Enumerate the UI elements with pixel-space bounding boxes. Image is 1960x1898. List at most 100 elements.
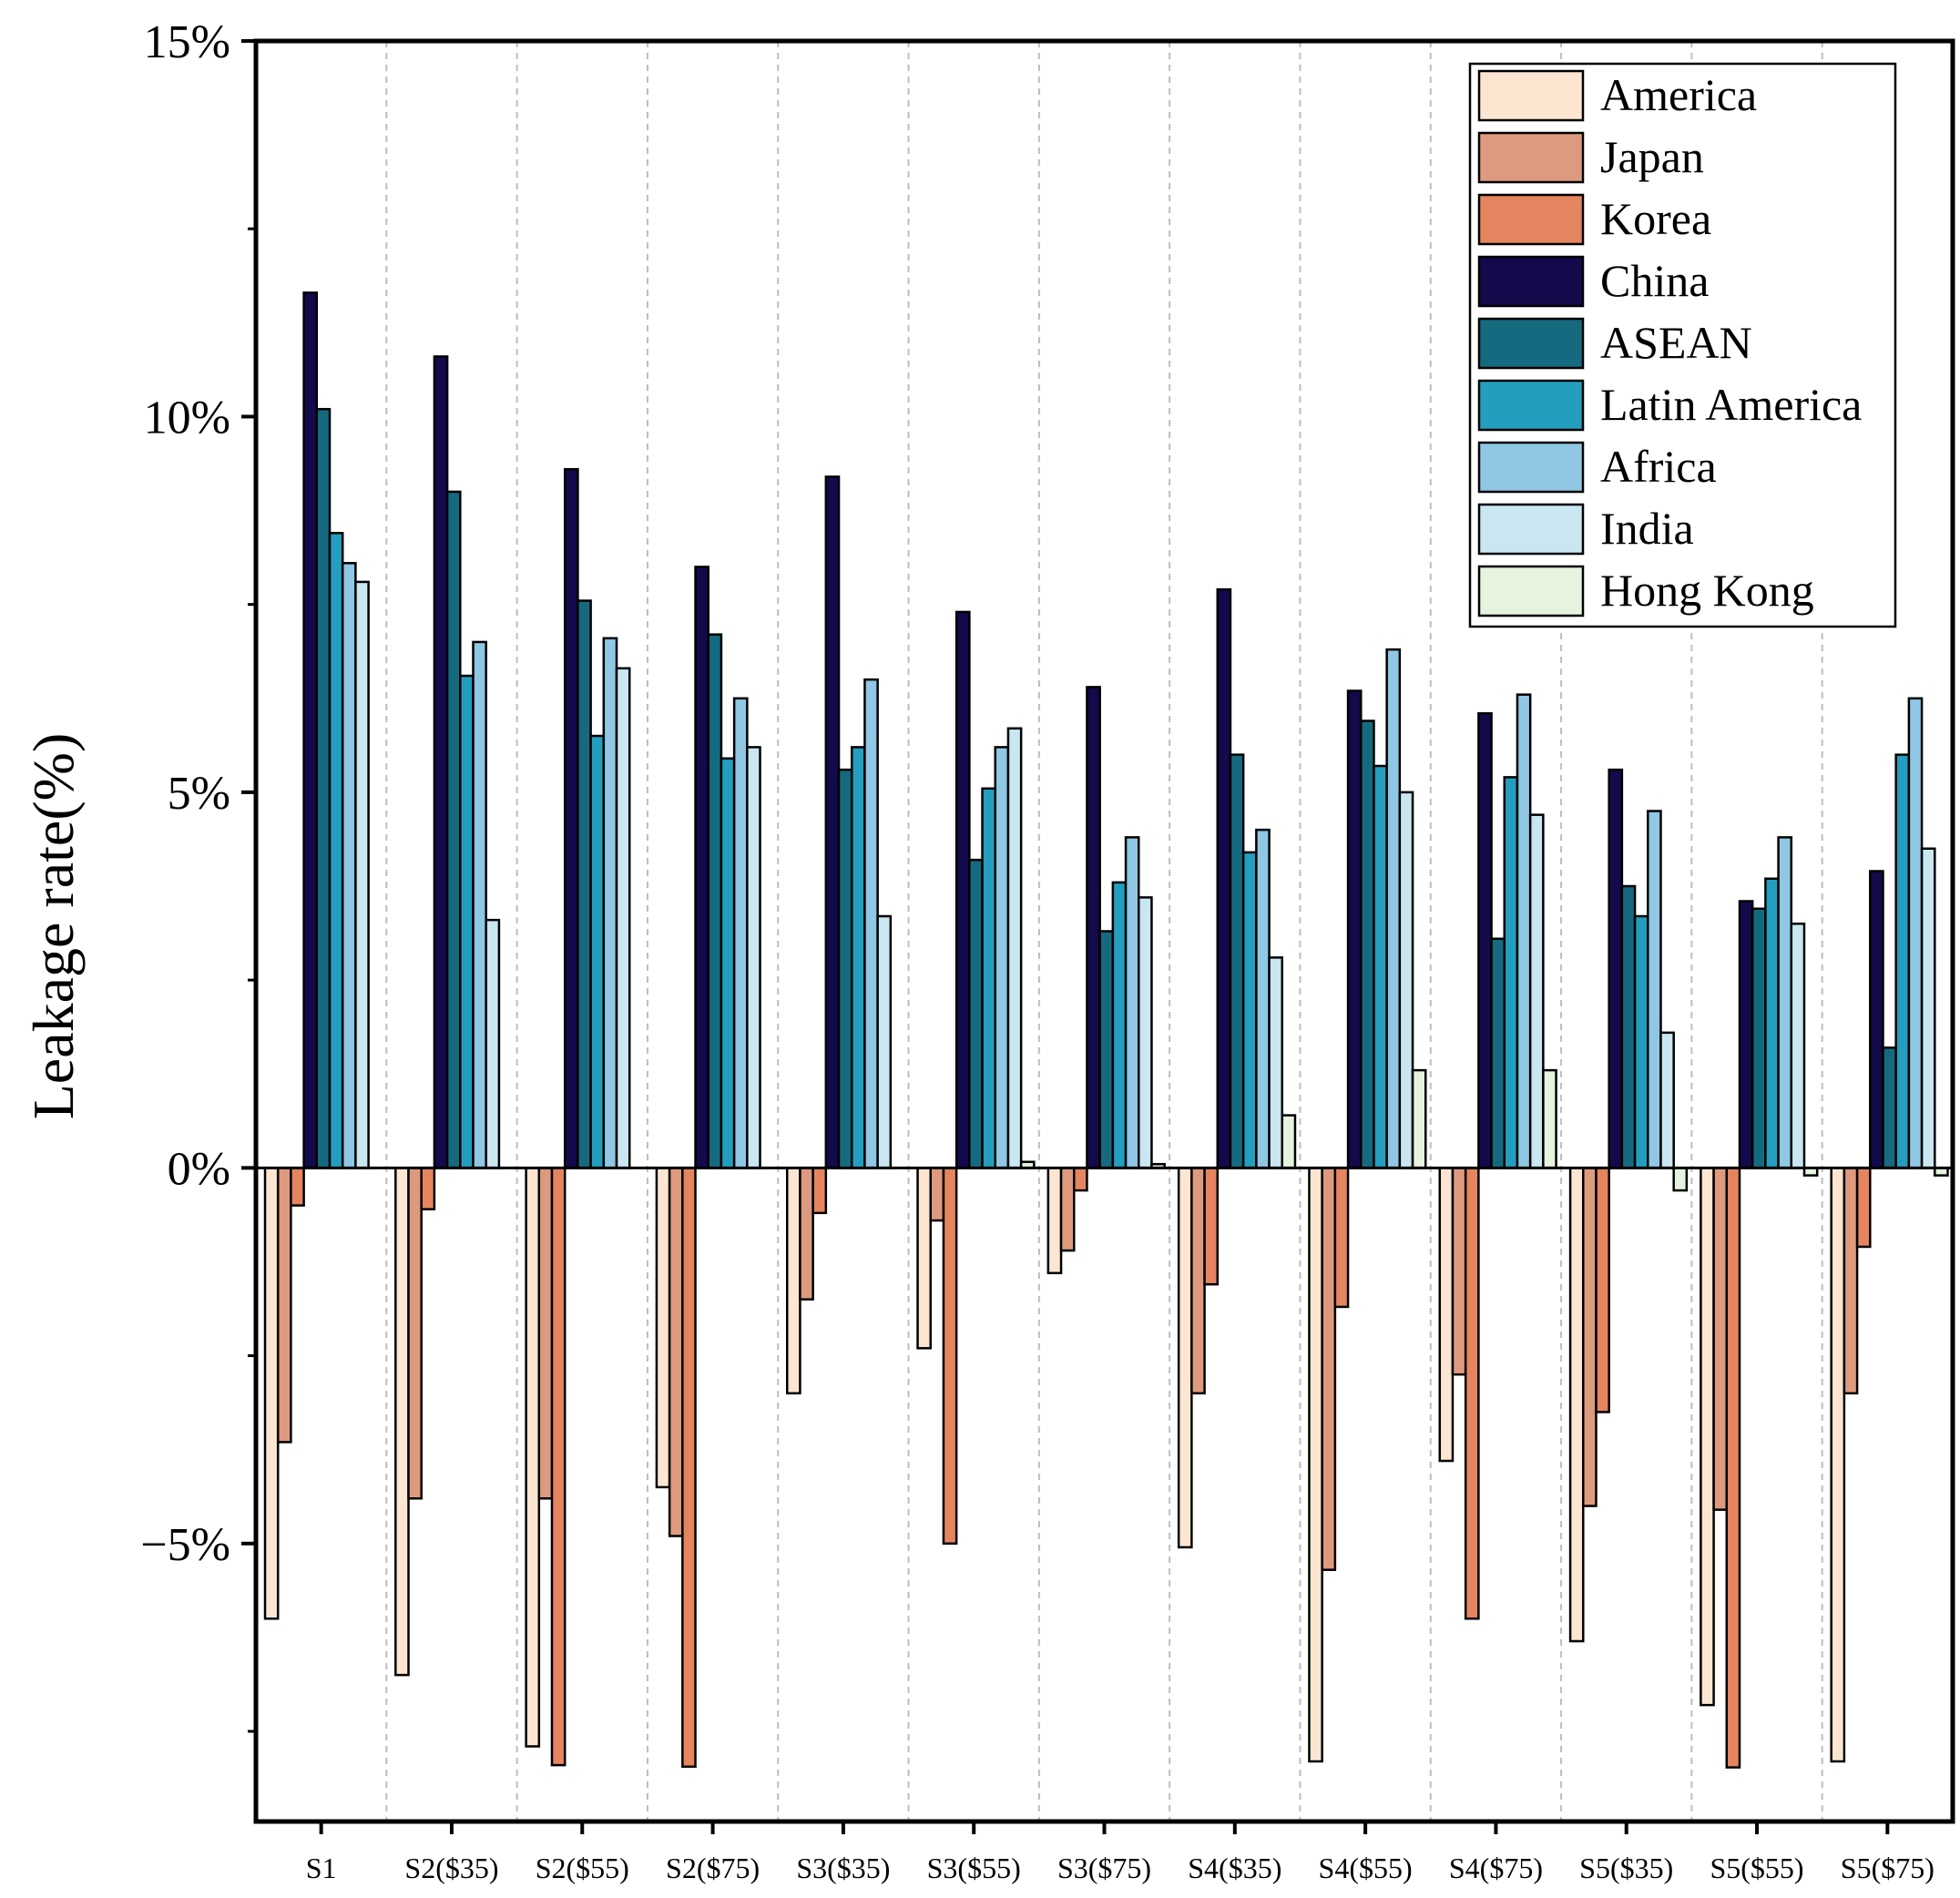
legend-swatch-latin-america xyxy=(1477,379,1585,432)
bar-africa-s2-35 xyxy=(472,640,487,1169)
legend-swatch-hong-kong xyxy=(1477,565,1585,617)
bar-korea-s2-55 xyxy=(550,1167,567,1767)
bar-africa-s2-75 xyxy=(732,697,749,1169)
bar-india-s5-75 xyxy=(1920,847,1936,1169)
bar-latin-america-s3-55 xyxy=(981,787,996,1169)
x-tick-label-s3-55: S3($55) xyxy=(927,1852,1021,1884)
bar-korea-s3-55 xyxy=(942,1167,958,1546)
bar-africa-s1 xyxy=(341,562,357,1169)
bar-india-s2-35 xyxy=(485,918,501,1169)
bar-india-s3-75 xyxy=(1137,896,1153,1169)
bar-china-s5-35 xyxy=(1608,768,1624,1169)
bar-china-s2-75 xyxy=(694,566,709,1169)
x-tick-label-s4-35: S4($35) xyxy=(1188,1852,1281,1884)
bar-america-s2-35 xyxy=(394,1167,410,1677)
x-tick-label-s4-75: S4($75) xyxy=(1449,1852,1543,1884)
bar-america-s1 xyxy=(263,1167,280,1620)
bar-latin-america-s5-35 xyxy=(1633,914,1649,1169)
bar-america-s4-55 xyxy=(1308,1167,1323,1763)
bar-latin-america-s5-75 xyxy=(1894,753,1911,1169)
category-separators xyxy=(385,41,1823,1821)
bar-japan-s2-75 xyxy=(668,1167,684,1537)
bar-hong-kong-s4-35 xyxy=(1281,1114,1297,1169)
bar-america-s4-35 xyxy=(1177,1167,1193,1549)
bar-asean-s4-55 xyxy=(1360,719,1375,1169)
bar-china-s4-55 xyxy=(1346,689,1363,1169)
bar-america-s5-35 xyxy=(1568,1167,1585,1643)
bar-asean-s4-35 xyxy=(1229,753,1245,1169)
x-tick-label-s2-35: S2($35) xyxy=(404,1852,498,1884)
legend-label-asean: ASEAN xyxy=(1600,317,1752,368)
bar-india-s4-55 xyxy=(1398,791,1414,1169)
legend-label-china: China xyxy=(1600,255,1709,306)
bar-latin-america-s1 xyxy=(328,532,344,1169)
bar-africa-s5-35 xyxy=(1647,810,1662,1169)
bar-korea-s1 xyxy=(290,1167,305,1207)
x-tick-label-s3-35: S3($35) xyxy=(796,1852,890,1884)
bar-africa-s3-75 xyxy=(1124,836,1140,1169)
legend-label-japan: Japan xyxy=(1600,131,1704,182)
legend-swatch-asean xyxy=(1477,317,1585,370)
bar-china-s3-75 xyxy=(1086,686,1101,1169)
x-tick-label-s4-55: S4($55) xyxy=(1319,1852,1413,1884)
legend-label-hong-kong: Hong Kong xyxy=(1600,565,1814,616)
bar-asean-s3-35 xyxy=(837,768,853,1169)
bar-china-s3-35 xyxy=(824,475,841,1169)
bar-japan-s5-75 xyxy=(1843,1167,1859,1395)
legend-label-africa: Africa xyxy=(1600,441,1717,492)
bar-korea-s5-35 xyxy=(1595,1167,1610,1413)
y-tick-label: 10% xyxy=(144,392,230,444)
legend-label-america: America xyxy=(1600,69,1757,120)
bar-asean-s3-55 xyxy=(968,858,984,1169)
bar-india-s2-55 xyxy=(615,667,631,1169)
y-tick-label: 5% xyxy=(168,768,230,820)
bar-india-s4-75 xyxy=(1528,813,1545,1169)
bar-japan-s3-75 xyxy=(1059,1167,1076,1252)
bar-china-s5-55 xyxy=(1738,900,1754,1169)
bar-india-s4-35 xyxy=(1268,956,1284,1169)
bar-america-s3-75 xyxy=(1046,1167,1063,1275)
bar-latin-america-s5-55 xyxy=(1764,877,1780,1169)
bar-japan-s5-35 xyxy=(1582,1167,1598,1507)
bar-america-s2-75 xyxy=(655,1167,671,1489)
bar-india-s3-55 xyxy=(1006,727,1023,1169)
x-axis: S1 S2($35) S2($55) S2($75) S3($35) S3($55) S3(… xyxy=(306,1821,1934,1884)
bar-korea-s3-35 xyxy=(812,1167,828,1215)
bar-korea-s5-75 xyxy=(1855,1167,1872,1249)
legend-label-india: India xyxy=(1600,503,1694,554)
x-tick-label-s5-55: S5($55) xyxy=(1710,1852,1803,1884)
bar-africa-s5-75 xyxy=(1907,697,1924,1169)
x-tick-label-s5-35: S5($35) xyxy=(1579,1852,1673,1884)
bar-india-s5-55 xyxy=(1790,923,1806,1169)
bar-hong-kong-s4-55 xyxy=(1411,1068,1427,1169)
bar-asean-s2-75 xyxy=(707,633,723,1169)
bar-africa-s4-75 xyxy=(1516,693,1532,1169)
legend-swatch-china xyxy=(1477,255,1585,308)
bar-asean-s5-55 xyxy=(1751,907,1767,1169)
bar-korea-s4-35 xyxy=(1203,1167,1220,1286)
bar-korea-s2-35 xyxy=(420,1167,436,1210)
bar-japan-s2-55 xyxy=(537,1167,554,1500)
bar-korea-s5-55 xyxy=(1725,1167,1741,1769)
bar-india-s1 xyxy=(354,580,370,1169)
bar-japan-s1 xyxy=(276,1167,292,1444)
legend-swatch-america xyxy=(1477,69,1585,122)
y-tick-label: −5% xyxy=(140,1519,230,1571)
bar-india-s5-35 xyxy=(1659,1031,1675,1169)
x-tick-label-s3-75: S3($75) xyxy=(1057,1852,1151,1884)
bar-africa-s3-35 xyxy=(863,678,879,1169)
bar-japan-s4-75 xyxy=(1451,1167,1467,1376)
legend-label-latin-america: Latin America xyxy=(1600,379,1862,430)
bar-latin-america-s4-35 xyxy=(1241,851,1258,1169)
bar-korea-s4-75 xyxy=(1464,1167,1480,1620)
x-tick-label-s2-55: S2($55) xyxy=(536,1852,629,1884)
bar-latin-america-s4-75 xyxy=(1503,776,1519,1169)
bar-asean-s3-75 xyxy=(1098,930,1115,1169)
bar-america-s4-75 xyxy=(1438,1167,1455,1463)
bar-africa-s3-55 xyxy=(994,746,1010,1169)
bar-asean-s4-75 xyxy=(1490,937,1506,1169)
y-tick-label: 0% xyxy=(168,1143,230,1195)
bar-africa-s2-55 xyxy=(602,637,618,1169)
bar-india-s2-75 xyxy=(746,746,761,1169)
